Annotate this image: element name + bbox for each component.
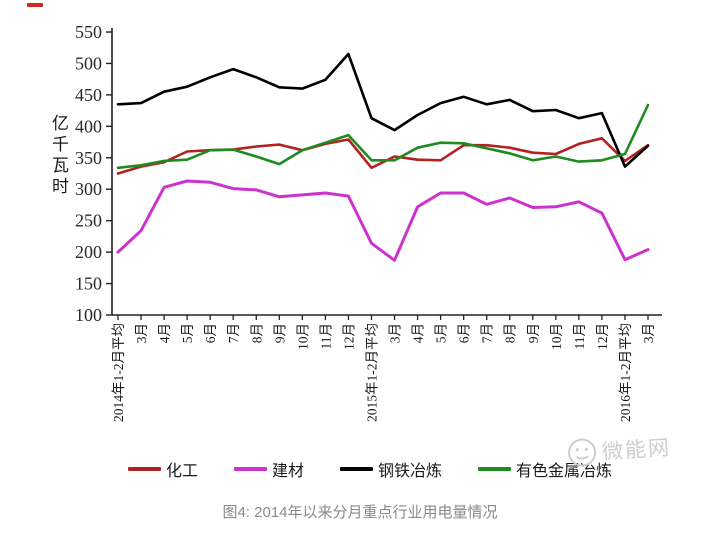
- y-tick-label: 500: [75, 53, 102, 73]
- x-tick-label: 12月: [341, 323, 356, 350]
- x-tick-label: 10月: [295, 323, 310, 350]
- legend-swatch: [234, 467, 268, 471]
- y-tick-label: 150: [75, 274, 102, 294]
- series-line-有色金属冶炼: [116, 103, 650, 170]
- y-tick-label: 100: [75, 305, 102, 325]
- y-axis-unit-label: 亿千瓦时: [49, 114, 68, 198]
- legend-label: 钢铁冶炼: [378, 463, 443, 480]
- y-tick-label: 200: [75, 242, 102, 262]
- x-tick-label: 8月: [503, 323, 518, 343]
- y-tick-label: 350: [75, 148, 102, 168]
- x-tick-label: 12月: [595, 323, 610, 350]
- series-line-钢铁冶炼: [116, 52, 650, 168]
- x-tick-label: 4月: [411, 323, 426, 343]
- x-tick-label: 7月: [480, 323, 495, 343]
- x-tick-label: 5月: [180, 323, 195, 343]
- y-tick-label: 300: [75, 179, 102, 199]
- x-tick-label: 6月: [203, 323, 218, 343]
- x-tick-label: 2015年1-2月平均: [364, 323, 379, 422]
- x-tick-label: 3月: [388, 323, 403, 343]
- x-tick-label: 3月: [641, 323, 656, 343]
- x-tick-label: 7月: [226, 323, 241, 343]
- x-tick-label: 6月: [457, 323, 472, 343]
- x-tick-label: 9月: [526, 323, 541, 343]
- legend-item-建材: 建材: [234, 457, 304, 481]
- x-tick-label: 4月: [157, 323, 172, 343]
- x-tick-label: 8月: [249, 323, 264, 343]
- legend-label: 有色金属冶炼: [516, 463, 613, 480]
- series-line-建材: [116, 179, 650, 262]
- legend-swatch: [340, 467, 374, 471]
- legend-item-有色金属冶炼: 有色金属冶炼: [478, 457, 612, 481]
- legend-item-化工: 化工: [128, 457, 198, 481]
- x-tick-label: 2016年1-2月平均: [618, 323, 633, 422]
- chart-legend: 化工 建材 钢铁冶炼 有色金属冶炼: [128, 457, 612, 481]
- y-tick-label: 250: [75, 211, 102, 231]
- legend-swatch: [478, 467, 512, 471]
- y-tick-label: 550: [75, 22, 102, 42]
- x-tick-label: 5月: [434, 323, 449, 343]
- legend-label: 化工: [166, 463, 199, 480]
- x-tick-label: 9月: [272, 323, 287, 343]
- figure-caption: 图4: 2014年以来分月重点行业用电量情况: [222, 504, 498, 521]
- legend-label: 建材: [272, 463, 305, 480]
- x-tick-label: 11月: [572, 323, 587, 350]
- x-tick-label: 2014年1-2月平均: [111, 323, 126, 422]
- legend-swatch: [128, 467, 161, 471]
- red-dash-artifact: [27, 3, 43, 7]
- y-tick-label: 400: [75, 116, 102, 136]
- x-tick-label: 3月: [134, 323, 149, 343]
- legend-item-钢铁冶炼: 钢铁冶炼: [340, 457, 442, 481]
- x-tick-label: 10月: [549, 323, 564, 350]
- y-tick-label: 450: [75, 85, 102, 105]
- x-tick-label: 11月: [318, 323, 333, 350]
